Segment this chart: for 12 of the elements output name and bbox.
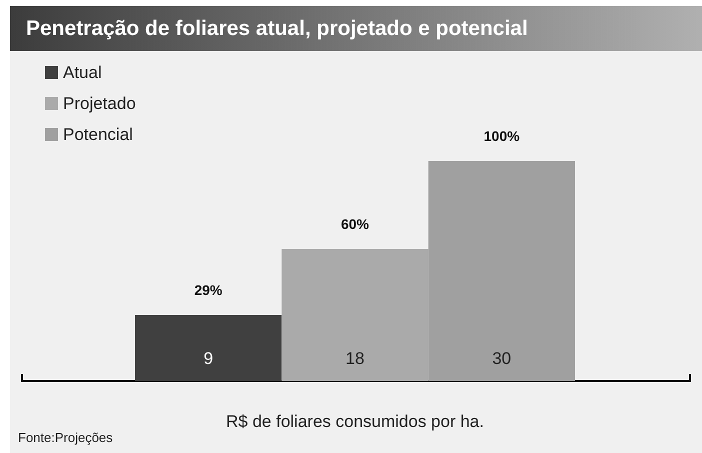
- data-label: 18: [346, 349, 364, 368]
- data-label: 30: [492, 349, 512, 368]
- legend-label: Atual: [63, 63, 102, 82]
- annotation: 29%: [194, 282, 223, 298]
- source-note: Fonte:Projeções: [18, 430, 113, 445]
- data-label: 9: [204, 349, 214, 368]
- text: 100%: [484, 128, 520, 144]
- legend-label: Potencial: [63, 125, 133, 144]
- chart-title: Penetração de foliares atual, projetado e potencial: [10, 6, 702, 51]
- x-axis-title: R$ de foliares consumidos por ha.: [226, 412, 484, 431]
- annotation: 60%: [340, 216, 370, 232]
- legend-label: Projetado: [63, 94, 136, 113]
